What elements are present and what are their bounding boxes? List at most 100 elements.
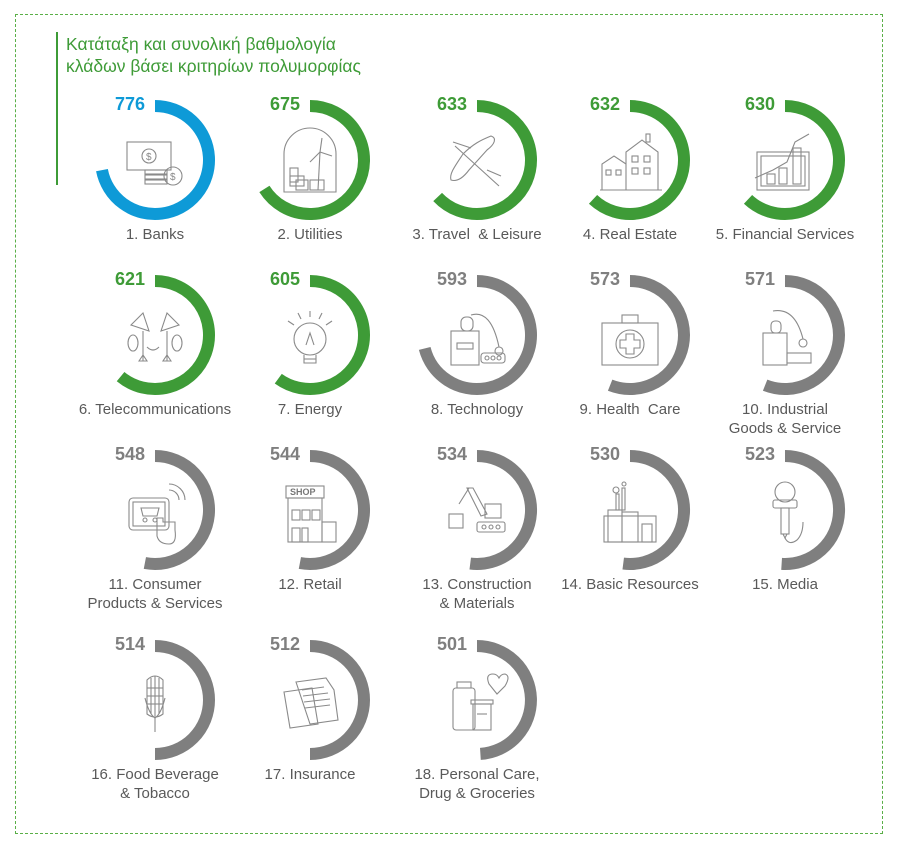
score-value: 573	[590, 269, 621, 289]
sector-label: 7. Energy	[225, 400, 395, 419]
sector-item: 501 18. Personal Care, Drug & Groceries	[392, 634, 562, 815]
score-value: 605	[270, 269, 301, 289]
robot-factory-icon	[450, 313, 506, 366]
sector-label-line: & Tobacco	[120, 785, 190, 802]
ring-chart	[601, 275, 690, 395]
sector-label: 5. Financial Services	[700, 225, 870, 244]
sector-label-line: 16. Food Beverage	[91, 766, 219, 783]
sector-label-line: & Materials	[439, 595, 515, 612]
sector-item: 675 2. Utilities	[225, 94, 395, 275]
money-icon: $$	[126, 141, 183, 186]
ring-arc	[433, 100, 537, 220]
sector-item: 593 8. Technology	[392, 269, 562, 450]
score-value: 593	[437, 269, 468, 289]
wind-turbine-icon	[283, 127, 337, 193]
ring-chart	[116, 275, 215, 395]
score-value: 632	[590, 94, 621, 114]
ring-chart	[603, 450, 691, 570]
sector-label: 15. Media	[700, 575, 870, 594]
chart-title: Κατάταξη και συνολική βαθμολογία κλάδων …	[66, 33, 361, 77]
score-value: 534	[437, 444, 468, 464]
sector-label: 9. Health Care	[545, 400, 715, 419]
sector-item: 632 4. Real Estate	[545, 94, 715, 275]
sector-label: 6. Telecommunications	[70, 400, 240, 419]
sector-label-line: 3. Travel & Leisure	[412, 226, 542, 243]
sector-item: 633 3. Travel & Leisure	[392, 94, 562, 275]
sector-label: 4. Real Estate	[545, 225, 715, 244]
ring-chart: SHOP	[285, 450, 371, 570]
microphone-icon	[772, 481, 804, 544]
ring-arc	[274, 275, 370, 395]
score-value: 675	[270, 94, 301, 114]
sector-item: 514 16. Food Beverage & Tobacco	[70, 634, 240, 815]
ring-arc	[259, 100, 370, 220]
score-value: 514	[115, 634, 146, 654]
sector-label: 8. Technology	[392, 400, 562, 419]
sector-label-line: Goods & Service	[728, 420, 842, 437]
ring-arc	[588, 100, 690, 220]
sector-item: 621 6. Telecommunications	[70, 269, 240, 450]
ring-chart	[418, 275, 537, 395]
sector-label: 12. Retail	[225, 575, 395, 594]
sector-item: $ $776 1. Banks	[70, 94, 240, 275]
crane-icon	[448, 487, 506, 533]
ring-chart	[259, 100, 370, 220]
ring-chart	[588, 100, 690, 220]
sector-label: 17. Insurance	[225, 765, 395, 784]
sector-item: SHOP 544 12. Retail	[225, 444, 395, 625]
sector-label: 1. Banks	[70, 225, 240, 244]
ring-arc	[743, 100, 845, 220]
score-value: 630	[745, 94, 776, 114]
sector-label-line: 4. Real Estate	[582, 226, 678, 243]
ring-arc	[96, 100, 215, 220]
sector-label: 18. Personal Care, Drug & Groceries	[392, 765, 562, 803]
documents-icon	[283, 677, 339, 729]
sector-label-line: 8. Technology	[430, 401, 524, 418]
ring-arc	[298, 450, 371, 570]
svg-text:SHOP: SHOP	[290, 487, 316, 497]
ring-chart	[128, 450, 216, 570]
ring-chart	[743, 100, 845, 220]
score-value: 571	[745, 269, 776, 289]
score-value: 523	[745, 444, 776, 464]
tablet-cart-icon	[128, 483, 186, 545]
sector-label: 2. Utilities	[225, 225, 395, 244]
airplane-icon	[450, 135, 502, 187]
ring-chart	[433, 100, 537, 220]
sector-label-line: 10. Industrial	[742, 401, 828, 418]
sector-label-line: 14. Basic Resources	[561, 576, 699, 593]
ring-chart: $$	[96, 100, 215, 220]
ring-chart	[762, 275, 845, 395]
ring-arc	[762, 275, 845, 395]
sector-item: 571 10. Industrial Goods & Service	[700, 269, 870, 450]
ring-arc	[309, 640, 370, 760]
ring-arc	[418, 275, 537, 395]
title-line-1: Κατάταξη και συνολική βαθμολογία	[66, 34, 336, 54]
jars-heart-icon	[452, 673, 509, 731]
sector-label-line: 1. Banks	[125, 226, 185, 243]
sector-label-line: Drug & Groceries	[419, 785, 535, 802]
score-value: 633	[437, 94, 468, 114]
ring-chart	[452, 640, 537, 760]
house-icon	[600, 133, 662, 191]
score-value: 544	[270, 444, 301, 464]
score-value: 621	[115, 269, 146, 289]
title-accent-bar	[56, 32, 58, 185]
score-value: 512	[270, 634, 301, 654]
first-aid-kit-icon	[601, 314, 659, 366]
svg-text:$: $	[170, 172, 176, 183]
ring-chart	[144, 640, 215, 760]
ring-chart	[772, 450, 846, 570]
sector-item: 523 15. Media	[700, 444, 870, 625]
sector-label: 10. Industrial Goods & Service	[700, 400, 870, 438]
sector-label-line: 12. Retail	[278, 576, 342, 593]
sector-item: 512 17. Insurance	[225, 634, 395, 815]
score-value: 530	[590, 444, 621, 464]
sector-label: 16. Food Beverage & Tobacco	[70, 765, 240, 803]
ring-arc	[607, 275, 690, 395]
sector-label-line: 7. Energy	[277, 401, 343, 418]
sector-label-line: 17. Insurance	[264, 766, 356, 783]
sector-label-line: 9. Health Care	[579, 401, 681, 418]
satellite-dish-icon	[127, 311, 183, 362]
ring-chart	[448, 450, 538, 570]
